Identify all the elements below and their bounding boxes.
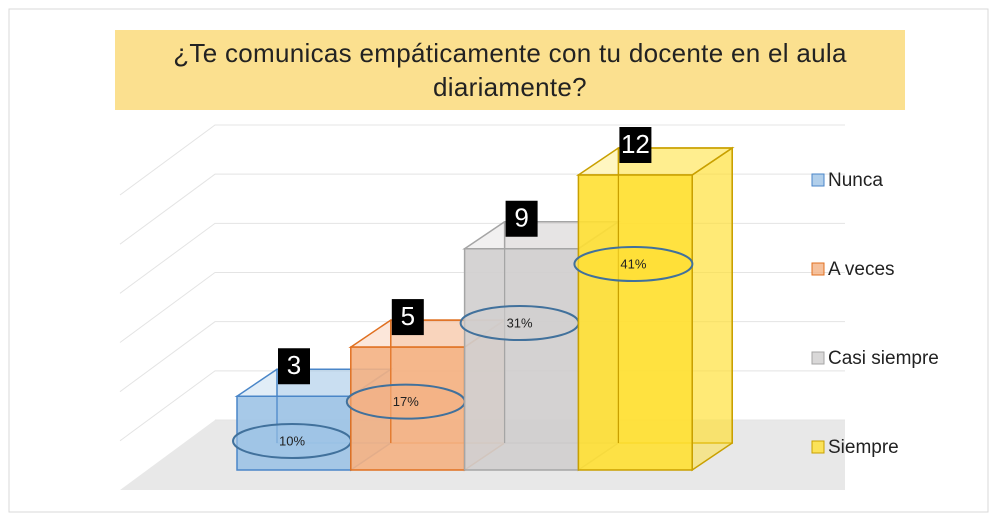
value-label-box [619,127,652,163]
value-label-box [505,200,538,237]
chart-title: ¿Te comunicas empáticamente con tu docen… [115,30,905,110]
legend-label: Nunca [828,170,883,191]
legend-swatch [811,351,825,365]
legend-label: Siempre [828,437,899,458]
value-label: 12 [621,129,650,159]
value-label-box [391,299,424,336]
legend-swatch [811,173,825,187]
bar [575,146,735,472]
percentage-label: 31% [507,315,533,330]
percentage-label: 10% [279,433,305,448]
bar-side [691,146,733,472]
value-label-box [278,348,310,385]
value-label: 3 [287,350,301,380]
percentage-bubble [573,246,694,282]
grid-line [119,124,845,196]
legend-label: Casi siempre [828,348,939,369]
legend-label: A veces [828,259,895,280]
grid-line [119,173,845,245]
bar-front [463,248,580,471]
value-label: 5 [401,301,415,331]
legend-swatch [811,440,825,454]
legend-swatch [811,262,825,276]
bar-front [577,174,693,471]
percentage-label: 41% [620,256,646,271]
chart-border [8,8,989,513]
percentage-label: 17% [393,394,419,409]
value-label: 9 [514,203,528,233]
